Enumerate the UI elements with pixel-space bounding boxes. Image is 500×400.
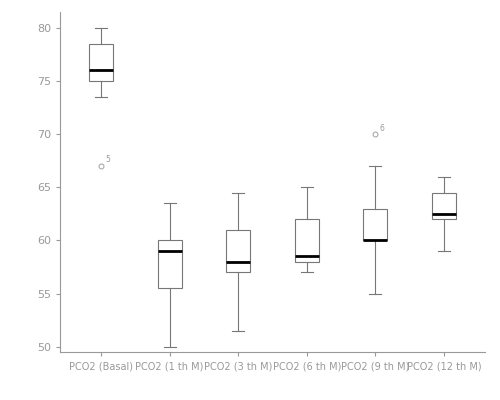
PathPatch shape bbox=[158, 240, 182, 288]
PathPatch shape bbox=[364, 208, 388, 240]
PathPatch shape bbox=[295, 219, 319, 262]
Text: 5: 5 bbox=[105, 156, 110, 164]
PathPatch shape bbox=[226, 230, 250, 272]
PathPatch shape bbox=[89, 44, 113, 81]
Text: 6: 6 bbox=[380, 124, 384, 132]
PathPatch shape bbox=[432, 193, 456, 219]
